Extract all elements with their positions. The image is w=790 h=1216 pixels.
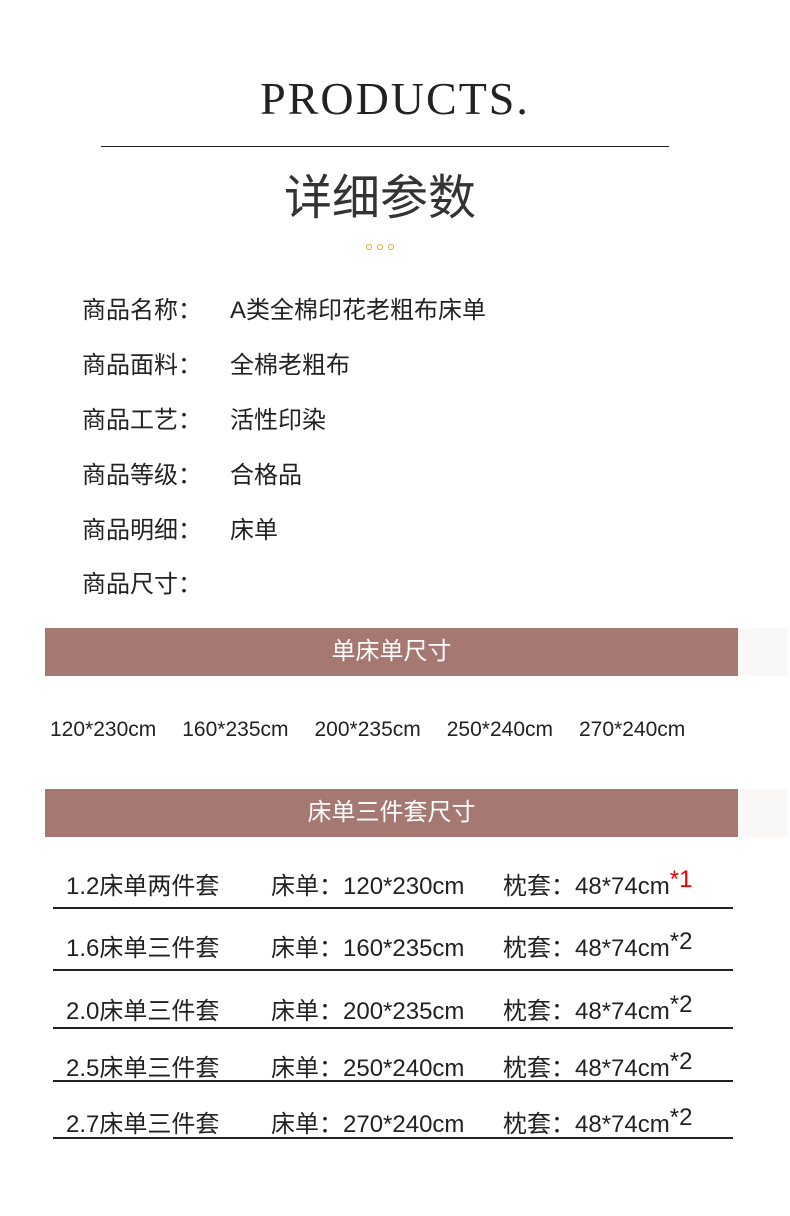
spec-label: 商品名称： [82, 297, 202, 324]
brand-heading: PRODUCTS. [260, 73, 530, 124]
set-row: 1.6床单三件套 床单：160*235cm 枕套：48*74cm *2 [66, 928, 692, 963]
spec-value: 床单 [230, 517, 278, 544]
row-divider [53, 1137, 733, 1139]
set-name: 1.6床单三件套 [66, 935, 220, 962]
pillow-qty: *2 [669, 928, 693, 955]
dot-icon [388, 244, 394, 250]
banner-fade [738, 628, 788, 676]
size-item: 120*230cm [50, 718, 157, 741]
sheet-size: 床单：200*235cm [271, 998, 465, 1025]
spec-row: 商品明细： 床单 [82, 510, 278, 545]
size-item: 270*240cm [579, 718, 686, 741]
pillow-size: 枕套：48*74cm [503, 873, 670, 900]
set-row: 2.5床单三件套 床单：250*240cm 枕套：48*74cm *2 [66, 1048, 692, 1083]
pillow-size: 枕套：48*74cm [503, 998, 670, 1025]
spec-row: 商品面料： 全棉老粗布 [82, 345, 350, 380]
dots-ornament-icon [366, 244, 394, 250]
pillow-size: 枕套：48*74cm [503, 935, 670, 962]
size-item: 250*240cm [446, 718, 553, 741]
row-divider [53, 1027, 733, 1029]
spec-label: 商品明细： [82, 517, 202, 544]
spec-row: 商品尺寸： [82, 564, 230, 599]
spec-label: 商品等级： [82, 462, 202, 489]
dot-icon [366, 244, 372, 250]
spec-row: 商品名称： A类全棉印花老粗布床单 [82, 290, 486, 325]
sheet-size: 床单：160*235cm [271, 935, 465, 962]
single-size-list: 120*230cm 160*235cm 200*235cm 250*240cm … [50, 718, 685, 742]
banner-fade [738, 789, 788, 837]
set-row: 2.0床单三件套 床单：200*235cm 枕套：48*74cm *2 [66, 991, 692, 1026]
sheet-size: 床单：120*230cm [271, 873, 465, 900]
single-size-banner: 单床单尺寸 [45, 628, 738, 676]
spec-value: A类全棉印花老粗布床单 [230, 297, 487, 324]
set-row: 1.2床单两件套 床单：120*230cm 枕套：48*74cm *1 [66, 866, 692, 901]
spec-label: 商品工艺： [82, 407, 202, 434]
spec-label: 商品面料： [82, 352, 202, 379]
row-divider [53, 907, 733, 909]
size-item: 200*235cm [314, 718, 421, 741]
spec-row: 商品工艺： 活性印染 [82, 400, 326, 435]
pillow-size: 枕套：48*74cm [503, 1111, 670, 1138]
divider [101, 146, 669, 147]
set-name: 1.2床单两件套 [66, 873, 220, 900]
set-size-banner: 床单三件套尺寸 [45, 789, 738, 837]
size-item: 160*235cm [182, 718, 289, 741]
set-name: 2.7床单三件套 [66, 1111, 220, 1138]
spec-value: 全棉老粗布 [230, 352, 350, 379]
spec-label: 商品尺寸： [82, 571, 202, 598]
pillow-qty: *2 [669, 991, 693, 1018]
row-divider [53, 969, 733, 971]
row-divider [53, 1080, 733, 1082]
spec-row: 商品等级： 合格品 [82, 455, 302, 490]
pillow-qty: *2 [669, 1048, 693, 1075]
set-name: 2.5床单三件套 [66, 1055, 220, 1082]
dot-icon [377, 244, 383, 250]
sheet-size: 床单：250*240cm [271, 1055, 465, 1082]
pillow-qty: *2 [669, 1104, 693, 1131]
spec-value: 合格品 [230, 462, 302, 489]
spec-value: 活性印染 [230, 407, 326, 434]
pillow-qty: *1 [669, 866, 693, 893]
pillow-size: 枕套：48*74cm [503, 1055, 670, 1082]
set-name: 2.0床单三件套 [66, 998, 220, 1025]
section-title: 详细参数 [283, 172, 476, 225]
sheet-size: 床单：270*240cm [271, 1111, 465, 1138]
set-row: 2.7床单三件套 床单：270*240cm 枕套：48*74cm *2 [66, 1104, 692, 1139]
